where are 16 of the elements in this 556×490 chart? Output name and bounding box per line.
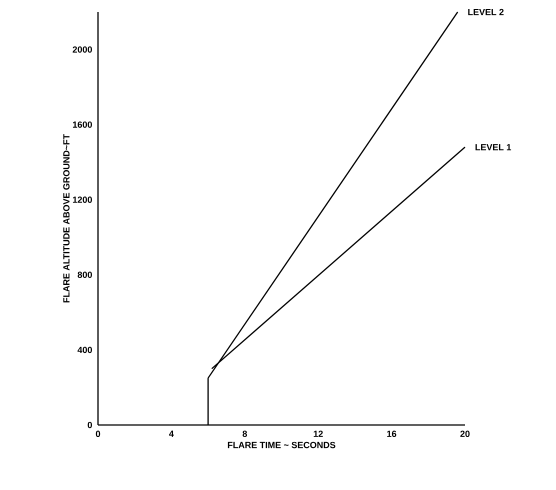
x-tick-label: 12	[314, 430, 323, 437]
y-tick-label: 2000	[72, 46, 92, 53]
y-tick-label: 800	[78, 272, 92, 278]
x-axis-title: FLARE TIME ~ SECONDS	[228, 442, 336, 448]
y-tick-label: 400	[78, 346, 92, 354]
y-tick-label: 1200	[72, 196, 92, 203]
x-tick-label: 16	[387, 430, 396, 437]
x-tick-label: 20	[460, 430, 470, 437]
series-label: LEVEL 1	[476, 144, 512, 150]
x-tick-label: 4	[169, 430, 174, 437]
y-axis-title: FLARE ALTITUDE ABOVE GROUND~FT	[63, 134, 70, 302]
y-tick-label: 1600	[72, 121, 92, 128]
x-tick-label: 8	[242, 430, 248, 437]
y-tick-label: 0	[88, 422, 92, 428]
x-tick-label: 0	[96, 430, 100, 437]
series-label: LEVEL 2	[468, 8, 504, 16]
